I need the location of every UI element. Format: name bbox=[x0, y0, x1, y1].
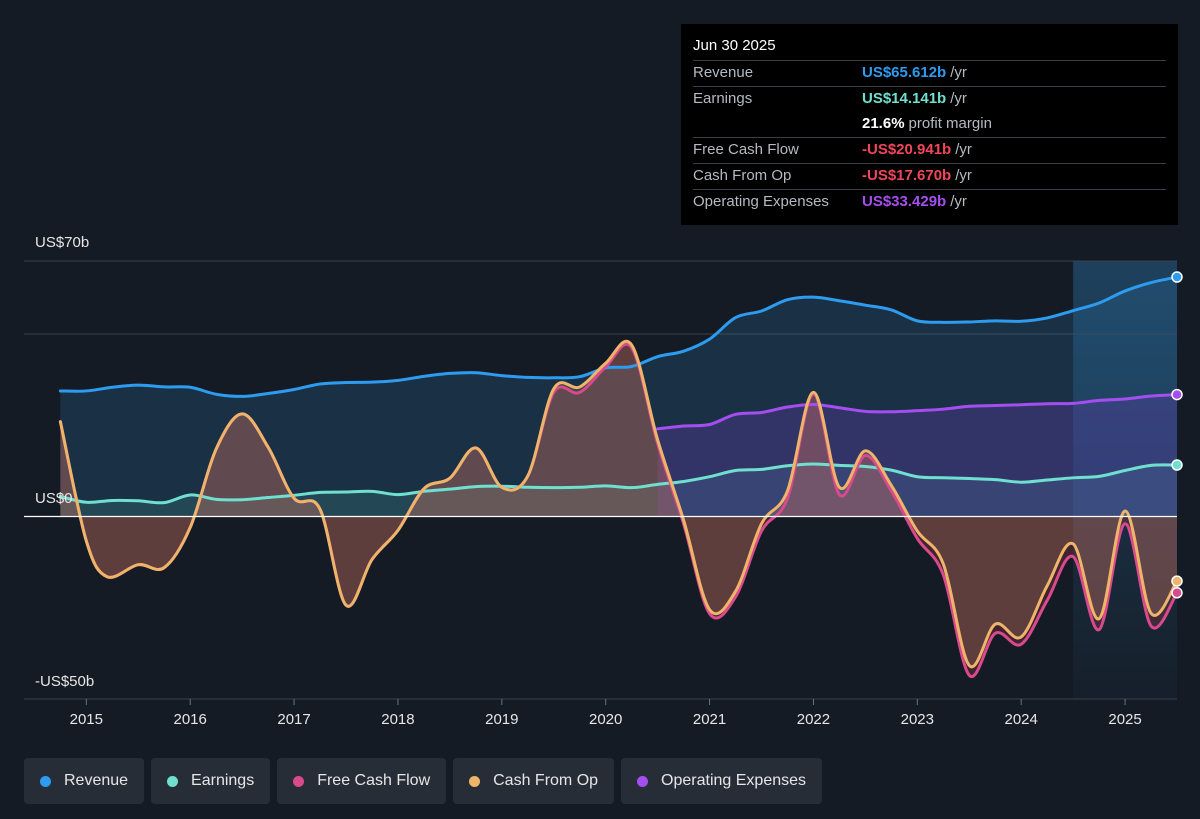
tooltip-unit: /yr bbox=[950, 90, 967, 107]
legend-dot-icon bbox=[637, 775, 649, 787]
x-tick-label: 2019 bbox=[485, 711, 518, 728]
tooltip-rows: Revenue US$65.612b/yr Earnings US$14.141b/y… bbox=[693, 60, 1166, 215]
tooltip-value: 21.6% bbox=[862, 115, 905, 132]
end-marker-cash-from-op bbox=[1171, 575, 1183, 587]
legend-label: Operating Expenses bbox=[661, 772, 807, 789]
gridlines bbox=[24, 260, 1177, 700]
tooltip-unit: /yr bbox=[950, 193, 967, 210]
legend-item-earnings[interactable]: Earnings bbox=[151, 758, 271, 804]
area-free-cash-flow bbox=[60, 344, 1178, 677]
tooltip-value: US$33.429b bbox=[862, 193, 947, 210]
tooltip-value: -US$20.941b bbox=[862, 141, 952, 158]
x-tick-label: 2024 bbox=[1005, 711, 1038, 728]
legend-item-revenue[interactable]: Revenue bbox=[24, 758, 145, 804]
end-marker-earnings bbox=[1171, 459, 1183, 471]
series-areas bbox=[60, 277, 1178, 677]
tooltip-panel: Jun 30 2025 Revenue US$65.612b/yr Earnings… bbox=[681, 24, 1178, 225]
tooltip-value: US$65.612b bbox=[862, 64, 947, 81]
y-label-top: US$70b bbox=[35, 234, 90, 251]
tooltip-row: Free Cash Flow -US$20.941b/yr bbox=[693, 137, 1166, 163]
x-tick-label: 2021 bbox=[693, 711, 726, 728]
area-operating-expenses bbox=[657, 394, 1177, 517]
legend: Revenue Earnings Free Cash Flow Cash From O… bbox=[24, 758, 823, 804]
series-lines bbox=[58, 275, 1179, 679]
tooltip-label: Revenue bbox=[693, 64, 754, 81]
end-marker-revenue bbox=[1171, 271, 1183, 283]
line-revenue bbox=[58, 275, 1179, 398]
line-earnings bbox=[58, 462, 1179, 505]
tooltip-label: Cash From Op bbox=[693, 167, 792, 184]
legend-label: Free Cash Flow bbox=[317, 772, 431, 789]
legend-item-operating-expenses[interactable]: Operating Expenses bbox=[621, 758, 823, 804]
tooltip-value: US$14.141b bbox=[862, 90, 947, 107]
legend-dot-icon bbox=[40, 775, 51, 787]
y-label-zero: US$0 bbox=[35, 490, 73, 507]
tooltip-date: Jun 30 2025 bbox=[693, 37, 776, 54]
tooltip-unit: /yr bbox=[950, 64, 967, 81]
x-tick-label: 2017 bbox=[277, 711, 310, 728]
x-tick-label: 2016 bbox=[174, 711, 207, 728]
tooltip-label: Earnings bbox=[693, 90, 753, 107]
tooltip-row: Earnings US$14.141b/yr bbox=[693, 86, 1166, 112]
x-tick-label: 2020 bbox=[589, 711, 622, 728]
tooltip-unit: /yr bbox=[955, 141, 972, 158]
x-axis-ticks: 2015 2016 2017 2018 2019 2020 2021 2022 2023 2024… bbox=[70, 699, 1142, 728]
y-label-bottom: -US$50b bbox=[35, 673, 95, 690]
area-revenue bbox=[60, 277, 1178, 517]
tooltip-unit: profit margin bbox=[908, 115, 992, 132]
legend-dot-icon bbox=[469, 775, 481, 787]
tooltip-label: Operating Expenses bbox=[693, 193, 829, 210]
legend-dot-icon bbox=[167, 775, 179, 787]
tooltip-unit: /yr bbox=[955, 167, 972, 184]
line-cash-from-op bbox=[58, 339, 1179, 669]
legend-item-free-cash-flow[interactable]: Free Cash Flow bbox=[277, 758, 447, 804]
legend-item-cash-from-op[interactable]: Cash From Op bbox=[453, 758, 615, 804]
x-tick-label: 2022 bbox=[797, 711, 830, 728]
tooltip-row: 21.6% profit margin bbox=[693, 112, 1166, 137]
end-marker-free-cash-flow bbox=[1171, 587, 1183, 599]
tooltip-row: Cash From Op -US$17.670b/yr bbox=[693, 163, 1166, 189]
tooltip-value: -US$17.670b bbox=[862, 167, 952, 184]
legend-dot-icon bbox=[293, 775, 305, 787]
tooltip-label bbox=[693, 112, 862, 137]
x-tick-label: 2018 bbox=[381, 711, 414, 728]
tooltip-row: Revenue US$65.612b/yr bbox=[693, 60, 1166, 86]
x-tick-label: 2023 bbox=[901, 711, 934, 728]
x-tick-label: 2025 bbox=[1108, 711, 1141, 728]
legend-label: Cash From Op bbox=[493, 772, 599, 789]
x-tick-label: 2015 bbox=[70, 711, 103, 728]
tooltip-label: Free Cash Flow bbox=[693, 141, 799, 158]
legend-label: Revenue bbox=[64, 772, 129, 789]
line-operating-expenses bbox=[656, 393, 1179, 431]
end-marker-operating-expenses bbox=[1171, 388, 1183, 401]
legend-label: Earnings bbox=[191, 772, 255, 789]
tooltip-row: Operating Expenses US$33.429b/yr bbox=[693, 189, 1166, 215]
series-end-markers bbox=[1171, 271, 1183, 599]
